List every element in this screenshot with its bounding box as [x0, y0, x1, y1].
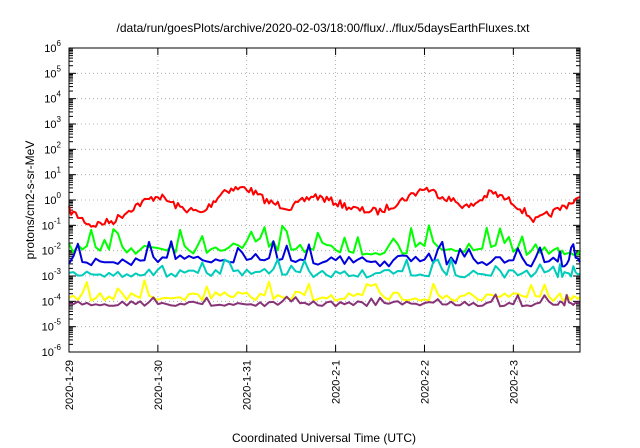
- y-tick-base: 10: [44, 119, 56, 131]
- x-tick-label: 2020-1-29: [64, 360, 76, 410]
- y-tick-exponent: -5: [54, 318, 62, 327]
- y-tick-exponent: 0: [57, 191, 62, 200]
- y-tick-exponent: 6: [57, 39, 62, 48]
- y-tick-base: 10: [42, 271, 54, 283]
- y-tick-base: 10: [42, 296, 54, 308]
- y-tick-base: 10: [42, 246, 54, 258]
- y-tick-label: 10-5: [42, 318, 62, 334]
- x-axis-label: Coordinated Universal Time (UTC): [232, 431, 416, 445]
- y-tick-label: 105: [44, 64, 61, 80]
- y-tick-base: 10: [42, 347, 54, 359]
- y-tick-label: 103: [44, 115, 61, 131]
- series-line: [68, 279, 581, 303]
- y-axis-label-text: protons/cm2-s-sr-MeV: [23, 141, 37, 260]
- series-line: [68, 224, 581, 256]
- y-tick-base: 10: [44, 195, 56, 207]
- y-tick-base: 10: [42, 322, 54, 334]
- chart-title: /data/run/goesPlots/archive/2020-02-03/1…: [117, 21, 531, 35]
- x-tick-label: 2020-1-30: [153, 360, 165, 410]
- y-tick-exponent: -1: [54, 216, 62, 225]
- y-tick-exponent: -2: [54, 242, 62, 251]
- y-tick-label: 10-6: [42, 343, 62, 359]
- y-tick-exponent: 5: [57, 64, 62, 73]
- y-tick-exponent: -4: [54, 292, 62, 301]
- data-series: [68, 186, 581, 308]
- series-line: [68, 240, 581, 268]
- y-tick-exponent: 2: [57, 140, 62, 149]
- series-line: [68, 258, 581, 279]
- y-tick-label: 100: [44, 191, 61, 207]
- plot-frame: [68, 47, 581, 353]
- y-tick-base: 10: [44, 68, 56, 80]
- y-tick-label: 102: [44, 140, 61, 156]
- y-tick-base: 10: [44, 170, 56, 182]
- y-axis-label: protons/cm2-s-sr-MeV: [23, 141, 37, 260]
- y-tick-base: 10: [42, 220, 54, 232]
- y-tick-base: 10: [44, 144, 56, 156]
- y-tick-labels: 10610510410310210110010-110-210-310-410-…: [42, 39, 62, 359]
- y-tick-exponent: -6: [54, 343, 62, 352]
- y-tick-exponent: 3: [57, 115, 62, 124]
- y-tick-label: 10-2: [42, 242, 62, 258]
- y-tick-label: 101: [44, 166, 61, 182]
- y-tick-exponent: 1: [57, 166, 62, 175]
- y-tick-base: 10: [44, 43, 56, 55]
- y-tick-label: 10-3: [42, 267, 62, 283]
- y-tick-label: 10-4: [42, 292, 62, 308]
- y-tick-label: 10-1: [42, 216, 62, 232]
- y-tick-label: 106: [44, 39, 61, 55]
- y-tick-exponent: 4: [57, 90, 62, 99]
- series-line: [68, 293, 581, 308]
- y-tick-base: 10: [44, 94, 56, 106]
- x-tick-label: 2020-1-31: [242, 360, 254, 410]
- x-tick-labels: 2020-1-29 2020-1-30 2020-1-31 2020-2-1 2020-…: [64, 360, 520, 410]
- x-tick-label: 2020-2-3: [508, 360, 520, 404]
- x-tick-label: 2020-2-2: [419, 360, 431, 404]
- x-tick-label: 2020-2-1: [331, 360, 343, 404]
- y-tick-label: 104: [44, 90, 61, 106]
- y-tick-exponent: -3: [54, 267, 62, 276]
- series-line: [68, 186, 581, 228]
